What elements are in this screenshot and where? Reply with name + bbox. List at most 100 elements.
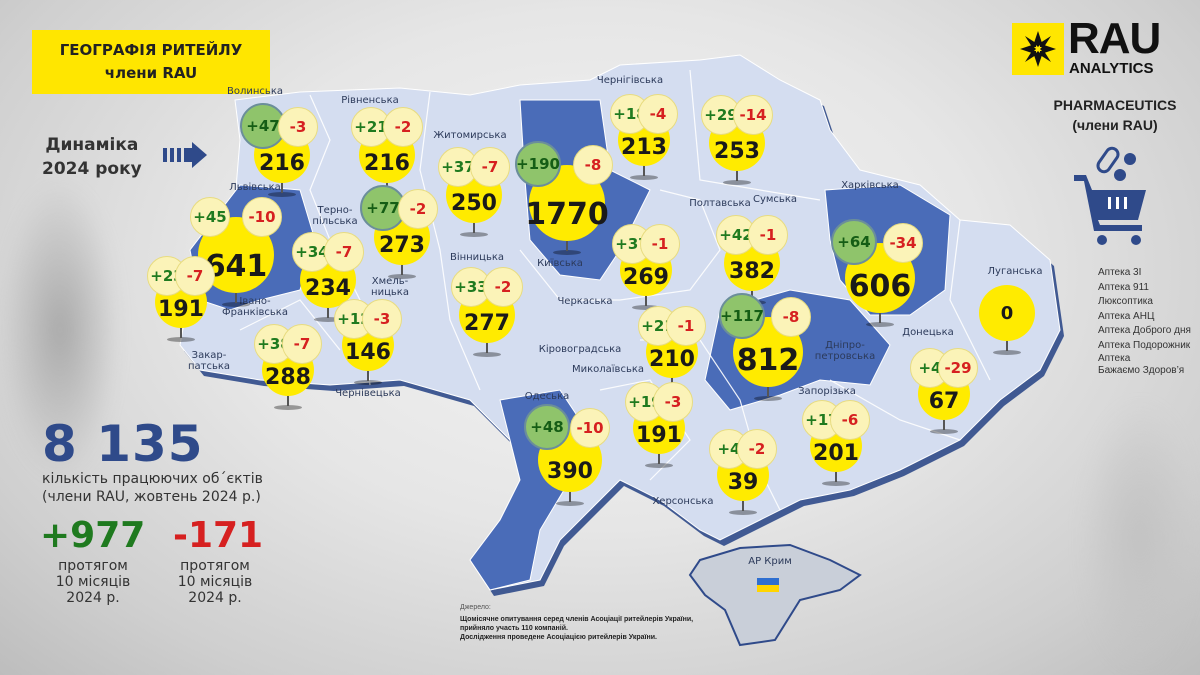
region-label: Львівська bbox=[229, 182, 281, 193]
opened-badge: +190 bbox=[515, 141, 561, 187]
member-item: Аптека 911 bbox=[1098, 281, 1149, 293]
pin-shadow bbox=[473, 352, 501, 357]
logo-text: RAU bbox=[1068, 14, 1161, 63]
total-label-line2: (члени RAU, жовтень 2024 р.) bbox=[42, 489, 261, 505]
pin-icon bbox=[835, 470, 837, 482]
pin-icon bbox=[287, 394, 289, 406]
opened-count: +977 bbox=[40, 515, 146, 556]
closed-badge: -29 bbox=[938, 348, 978, 388]
background-blur bbox=[0, 180, 120, 480]
closed-count: -171 bbox=[173, 515, 264, 556]
total-label: кількість працюючих об´єктів (члени RAU,… bbox=[42, 470, 263, 506]
closed-badge: -1 bbox=[640, 224, 680, 264]
region-label: Луганська bbox=[987, 266, 1043, 277]
pin-icon bbox=[367, 369, 369, 381]
closed-badge: -7 bbox=[470, 147, 510, 187]
closed-badge: -7 bbox=[175, 256, 215, 296]
member-item: Люксоптика bbox=[1098, 296, 1153, 307]
pin-shadow bbox=[930, 429, 958, 434]
pin-icon bbox=[327, 306, 329, 318]
closed-badge: -8 bbox=[573, 145, 613, 185]
pin-shadow bbox=[630, 175, 658, 180]
pin-icon bbox=[235, 291, 237, 303]
pin-shadow bbox=[167, 337, 195, 342]
region-label: Сумська bbox=[752, 194, 798, 205]
total-label-line1: кількість працюючих об´єктів bbox=[42, 471, 263, 487]
region-label: Кіровоградська bbox=[538, 344, 622, 355]
pin-icon bbox=[767, 385, 769, 397]
pin-shadow bbox=[723, 180, 751, 185]
source-line: Дослідження проведене Асоціацією ритейле… bbox=[460, 634, 657, 641]
region-label: Терно- пільська bbox=[312, 205, 358, 227]
region-label: Чернівецька bbox=[335, 388, 401, 399]
page-subtitle: члени RAU bbox=[104, 64, 198, 82]
region-label: Харківська bbox=[841, 180, 899, 191]
opened-badge: +33 bbox=[451, 267, 491, 307]
pin-shadow bbox=[632, 305, 660, 310]
closed-badge: -7 bbox=[324, 232, 364, 272]
region-label: Київська bbox=[537, 258, 583, 269]
title-box: ГЕОГРАФІЯ РИТЕЙЛУ члени RAU bbox=[32, 30, 270, 94]
closed-period: протягом 10 місяців 2024 р. bbox=[177, 558, 253, 606]
closed-badge: -2 bbox=[398, 189, 438, 229]
pin-shadow bbox=[866, 322, 894, 327]
total-objects: 8 135 bbox=[42, 415, 204, 473]
member-item: Аптека 3І bbox=[1098, 267, 1142, 278]
opened-badge: +77 bbox=[360, 185, 406, 231]
pin-shadow bbox=[729, 510, 757, 515]
pin-icon bbox=[643, 164, 645, 176]
region-label: Закар- патська bbox=[187, 350, 231, 372]
closed-badge: -1 bbox=[666, 306, 706, 346]
source-note: Джерело: Щомісячне опитування серед член… bbox=[460, 603, 693, 642]
closed-badge: -2 bbox=[737, 429, 777, 469]
region-label: Житомирська bbox=[433, 130, 507, 141]
pin-shadow bbox=[556, 501, 584, 506]
closed-badge: -10 bbox=[570, 408, 610, 448]
segment-line1: PHARMACEUTICS bbox=[1053, 97, 1177, 113]
pin-icon bbox=[879, 311, 881, 323]
pin-icon bbox=[473, 221, 475, 233]
region-label: Запорізька bbox=[798, 386, 856, 397]
closed-badge: -3 bbox=[278, 107, 318, 147]
ukraine-flag-icon bbox=[757, 578, 779, 592]
region-label: Чернігівська bbox=[596, 75, 664, 86]
closed-badge: -34 bbox=[883, 223, 923, 263]
pin-shadow bbox=[388, 274, 416, 279]
region-label: Рівненська bbox=[341, 95, 399, 106]
source-heading: Джерело: bbox=[460, 604, 491, 611]
pin-shadow bbox=[822, 481, 850, 486]
region-label: Миколаївська bbox=[571, 364, 645, 375]
pin-shadow bbox=[314, 317, 342, 322]
pin-icon bbox=[401, 263, 403, 275]
region-label: Полтавська bbox=[689, 198, 751, 209]
crimea bbox=[688, 543, 862, 647]
closed-badge: -4 bbox=[638, 94, 678, 134]
pin-icon bbox=[742, 499, 744, 511]
pin-icon bbox=[566, 239, 568, 251]
closed-badge: -14 bbox=[733, 95, 773, 135]
region-label: Одеська bbox=[524, 391, 570, 402]
opened-badge: +64 bbox=[831, 219, 877, 265]
pin-shadow bbox=[553, 250, 581, 255]
arrow-right-icon bbox=[163, 142, 207, 168]
dynamics-line2: 2024 року bbox=[42, 159, 142, 179]
members-list: Аптека 3І Аптека 911 Люксоптика Аптека А… bbox=[1098, 266, 1191, 377]
closed-badge: -10 bbox=[242, 197, 282, 237]
pin-shadow bbox=[645, 463, 673, 468]
background-blur bbox=[1080, 400, 1200, 675]
region-label: АР Крим bbox=[748, 556, 792, 567]
pin-shadow bbox=[460, 232, 488, 237]
page-title: ГЕОГРАФІЯ РИТЕЙЛУ bbox=[59, 41, 243, 59]
pin-shadow bbox=[222, 302, 250, 307]
opened-badge: +117 bbox=[719, 293, 765, 339]
pin-icon bbox=[645, 294, 647, 306]
pin-shadow bbox=[274, 405, 302, 410]
region-label: Херсонська bbox=[652, 496, 714, 507]
closed-badge: -1 bbox=[748, 215, 788, 255]
opened-badge: +47 bbox=[240, 103, 286, 149]
region-label: Дніпро- петровська bbox=[814, 340, 876, 362]
member-item: Аптека АНЦ bbox=[1098, 310, 1155, 322]
region-total: 0 bbox=[979, 285, 1035, 341]
member-item: Аптека Доброго дня bbox=[1098, 325, 1191, 336]
closed-badge: -7 bbox=[282, 324, 322, 364]
